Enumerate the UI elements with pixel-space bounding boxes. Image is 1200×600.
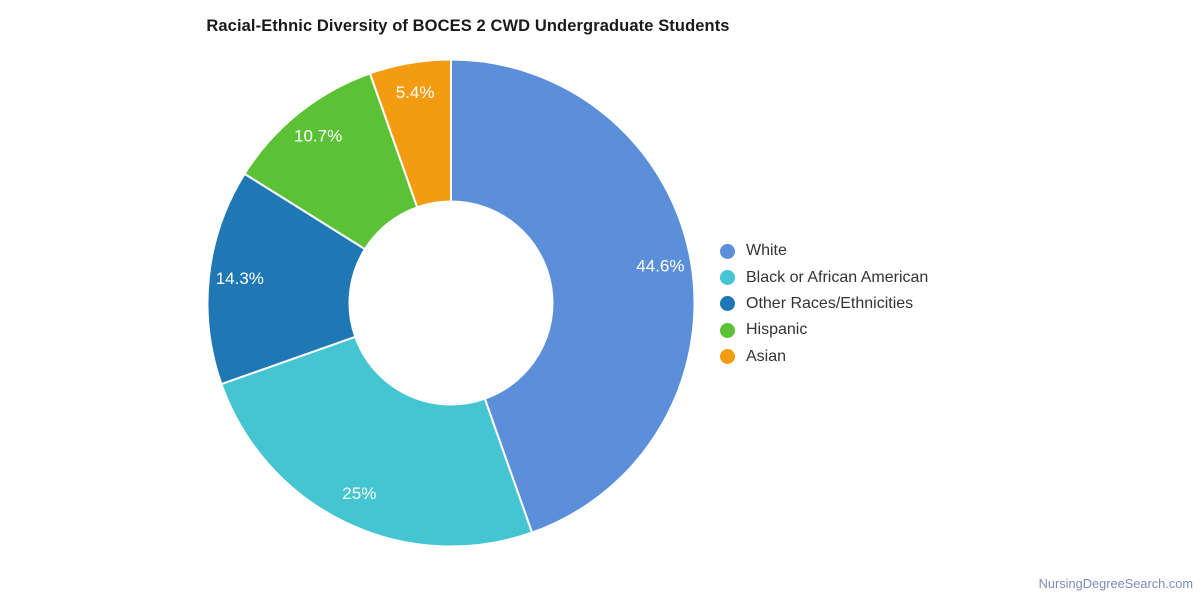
svg-text:44.6%: 44.6% bbox=[636, 257, 684, 276]
svg-text:14.3%: 14.3% bbox=[216, 269, 264, 288]
svg-text:10.7%: 10.7% bbox=[294, 127, 342, 146]
svg-text:25%: 25% bbox=[342, 484, 376, 503]
svg-text:5.4%: 5.4% bbox=[396, 83, 435, 102]
